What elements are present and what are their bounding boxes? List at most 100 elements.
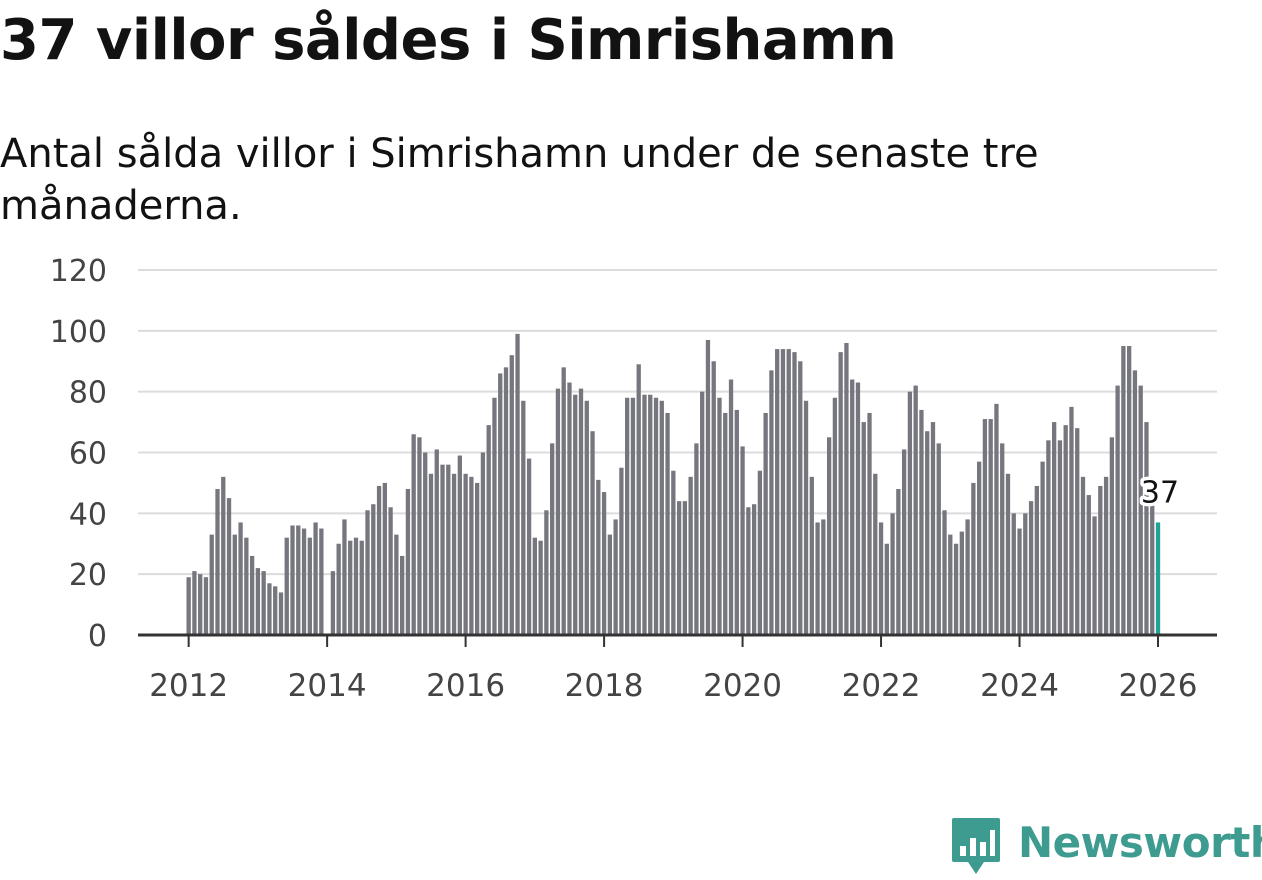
bar: [705, 339, 711, 635]
bar: [850, 379, 855, 635]
bar: [867, 412, 872, 635]
bar: [648, 394, 653, 635]
bar: [578, 388, 584, 635]
bar: [913, 385, 918, 635]
bar: [405, 489, 411, 635]
y-axis-ticks: 0 20 40 60 80 100 120: [50, 254, 107, 654]
bar: [342, 519, 347, 635]
bar: [319, 528, 324, 635]
bar: [653, 397, 659, 635]
bar: [1052, 422, 1057, 635]
bar: [371, 504, 376, 635]
bar: [249, 555, 255, 635]
bar: [642, 394, 647, 635]
bar: [682, 501, 688, 635]
bar: [1132, 370, 1138, 635]
x-tick-label: 2014: [288, 668, 367, 704]
chart-title: 37 villor såldes i Simrishamn: [0, 8, 897, 73]
bar: [826, 437, 832, 635]
x-tick-label: 2012: [149, 668, 228, 704]
bar: [613, 519, 618, 635]
bar: [226, 498, 232, 635]
bar: [786, 349, 791, 635]
bar: [728, 379, 734, 635]
y-tick-label: 40: [69, 497, 107, 532]
bar: [948, 534, 953, 635]
bar: [994, 403, 999, 635]
bar: [399, 555, 405, 635]
bar: [1103, 476, 1109, 635]
bar: [526, 458, 532, 635]
bar: [1069, 406, 1074, 635]
bar: [567, 382, 572, 635]
bar: [503, 367, 509, 635]
bar: [469, 476, 474, 635]
bar: [625, 397, 630, 635]
y-tick-label: 100: [50, 315, 107, 350]
bars: [186, 333, 1161, 635]
bar: [215, 489, 220, 635]
bar: [1005, 473, 1011, 635]
x-tick-label: 2026: [1119, 668, 1198, 704]
bar: [1098, 485, 1103, 635]
bar: [780, 349, 786, 635]
bar: [1017, 528, 1022, 635]
bar: [388, 507, 393, 635]
bar: [763, 412, 768, 635]
bar: [353, 537, 359, 635]
bar: [584, 400, 589, 635]
bar: [746, 507, 751, 635]
bar: [884, 543, 889, 635]
x-tick-label: 2020: [703, 668, 782, 704]
bar: [676, 501, 682, 635]
bar: [509, 355, 514, 635]
bar: [630, 397, 636, 635]
bar-chart: 0 20 40 60 80 100 120 2012 2014 2016 2018 2020 2022…: [50, 254, 1217, 704]
bar: [561, 367, 566, 635]
bar: [982, 419, 988, 635]
bar: [555, 388, 561, 635]
bar: [457, 455, 462, 635]
bar: [244, 537, 249, 635]
bar: [936, 443, 941, 635]
bar: [815, 522, 820, 635]
bar: [532, 537, 537, 635]
bar: [1028, 501, 1034, 635]
bar: [376, 485, 382, 635]
bar: [809, 476, 814, 635]
bar: [700, 391, 705, 635]
bar: [1023, 513, 1028, 635]
bar: [1144, 422, 1149, 635]
bar: [901, 449, 907, 635]
bar: [434, 449, 439, 635]
bar: [1138, 385, 1143, 635]
bar: [301, 528, 307, 635]
bar: [423, 452, 428, 635]
bar: [232, 534, 237, 635]
latest-value-label: 37: [1141, 475, 1179, 510]
bar: [844, 343, 849, 635]
bar: [861, 422, 866, 635]
bar: [267, 583, 272, 635]
bar: [711, 361, 716, 635]
bar: [919, 409, 924, 635]
bar: [1086, 495, 1091, 635]
bar-latest: [1155, 522, 1161, 635]
bar: [723, 412, 728, 635]
bar: [186, 577, 191, 635]
bar: [873, 473, 878, 635]
y-tick-label: 20: [69, 558, 107, 593]
bar: [717, 397, 722, 635]
bar: [475, 482, 480, 635]
bar: [1075, 428, 1080, 635]
bar: [209, 534, 214, 635]
brand-name: Newsworthy: [1018, 818, 1262, 867]
bar: [1150, 501, 1155, 635]
bar: [278, 592, 284, 635]
bar: [925, 431, 930, 635]
bar: [428, 473, 434, 635]
chart-subtitle: Antal sålda villor i Simrishamn under de…: [0, 131, 1039, 229]
bar: [1046, 440, 1051, 635]
bar: [417, 437, 422, 635]
bar: [659, 400, 664, 635]
